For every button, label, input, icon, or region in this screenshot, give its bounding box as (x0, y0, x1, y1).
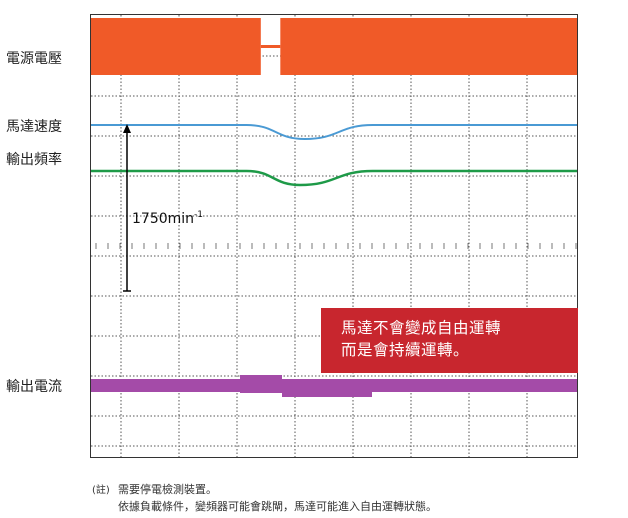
series-power-voltage-left (91, 18, 261, 75)
chart-annotations: 1750min-1 (123, 124, 203, 292)
callout-line-1: 馬達不會變成自由運轉 (341, 319, 502, 337)
oscilloscope-chart: 1750min-1 (90, 14, 578, 458)
series-motor-speed (91, 123, 577, 141)
label-output-current: 輸出電流 (6, 379, 62, 395)
note-line-1: 需要停電檢測裝置。 (118, 483, 217, 496)
label-motor-speed: 馬達速度 (6, 119, 62, 135)
series-frequency (91, 169, 577, 187)
callout-line-2: 而是會持續運轉。 (341, 341, 470, 359)
note-prefix: (註) (92, 485, 110, 496)
label-power-voltage: 電源電壓 (6, 51, 62, 67)
chart-traces (91, 18, 577, 397)
series-output-current-dip (282, 380, 372, 397)
callout-box: 馬達不會變成自由運轉 而是會持續運轉。 (321, 308, 578, 373)
label-output-frequency: 輸出頻率 (6, 152, 62, 168)
series-power-voltage-right (280, 18, 577, 75)
series-output-current-surge (240, 375, 282, 393)
note-line-2: 依據負載條件，變頻器可能會跳閘，馬達可能進入自由運轉狀態。 (118, 500, 437, 513)
speed-arrow-head (123, 124, 131, 133)
series-power-voltage-dropout (260, 45, 281, 48)
speed-annotation: 1750min-1 (132, 210, 203, 227)
